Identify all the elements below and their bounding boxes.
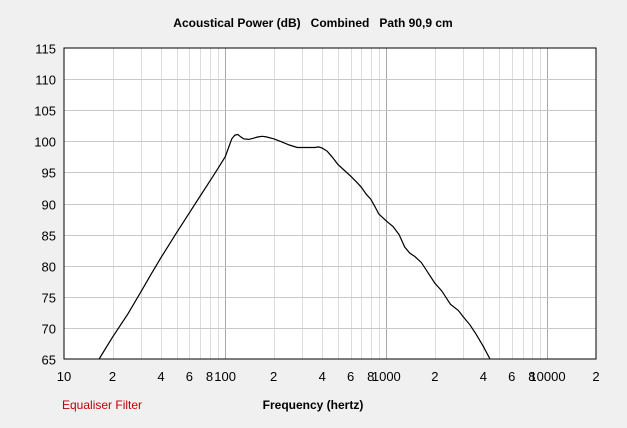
x-tick-label: 8 <box>528 369 535 384</box>
grid-minor <box>113 48 541 359</box>
x-tick-label: 1000 <box>372 369 401 384</box>
y-tick-label: 100 <box>34 135 56 150</box>
chart-title: Acoustical Power (dB) Combined Path 90,9… <box>173 16 452 30</box>
y-tick-label: 80 <box>42 260 56 275</box>
y-tick-label: 105 <box>34 104 56 119</box>
y-tick-label: 75 <box>42 291 56 306</box>
x-tick-label: 8 <box>367 369 374 384</box>
x-axis-label: Frequency (hertz) <box>263 398 364 412</box>
grid-major <box>64 48 596 359</box>
x-tick-label: 4 <box>480 369 487 384</box>
plot-border <box>63 47 597 360</box>
x-tick-label: 10 <box>57 369 71 384</box>
y-tick-label: 65 <box>42 353 56 368</box>
equaliser-filter-link[interactable]: Equaliser Filter <box>62 398 142 412</box>
x-tick-label: 100 <box>214 369 236 384</box>
x-tick-label: 2 <box>270 369 277 384</box>
y-tick-label: 70 <box>42 322 56 337</box>
y-tick-label: 110 <box>35 73 56 88</box>
y-axis-labels: 65 70 75 80 85 90 95 100 105 110 115 <box>34 42 56 368</box>
y-tick-label: 115 <box>35 42 56 57</box>
x-tick-label: 4 <box>319 369 326 384</box>
x-tick-label: 4 <box>157 369 164 384</box>
y-tick-label: 85 <box>42 229 56 244</box>
x-tick-label: 10000 <box>529 369 565 384</box>
x-tick-label: 8 <box>206 369 213 384</box>
x-tick-label: 6 <box>347 369 354 384</box>
x-tick-label: 2 <box>592 369 599 384</box>
x-tick-label: 2 <box>109 369 116 384</box>
x-tick-label: 2 <box>431 369 438 384</box>
series-line <box>98 133 491 360</box>
plot-area <box>64 48 596 359</box>
x-tick-label: 6 <box>508 369 515 384</box>
y-tick-label: 95 <box>42 166 56 181</box>
y-tick-label: 90 <box>42 198 56 213</box>
x-tick-label: 6 <box>186 369 193 384</box>
